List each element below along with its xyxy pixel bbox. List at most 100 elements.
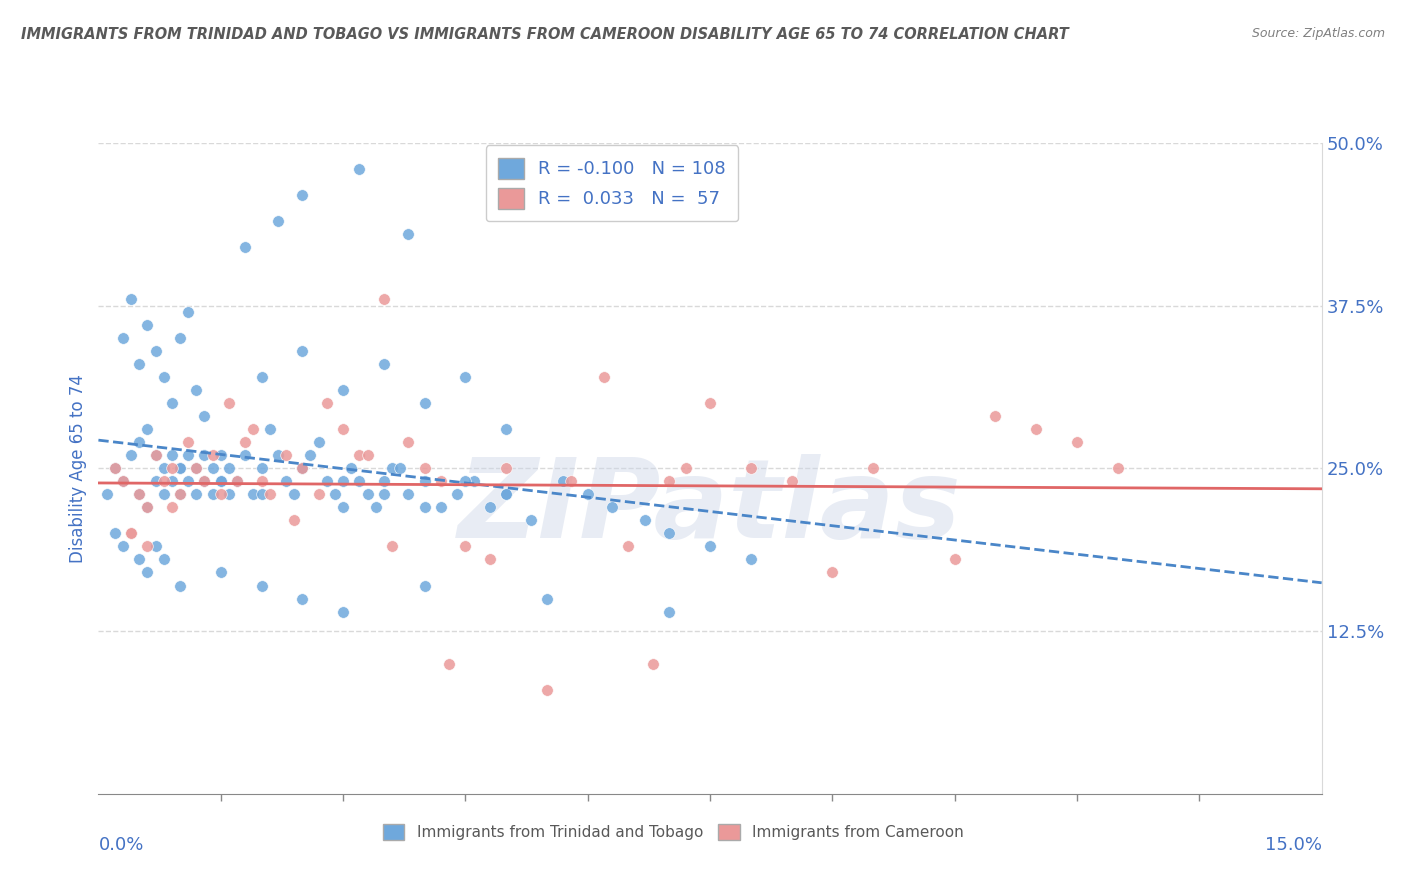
Point [658,605,681,619]
Point [413,578,436,592]
Point [128,552,150,566]
Point [364,500,387,515]
Point [780,475,803,489]
Point [259,487,281,501]
Point [437,657,460,671]
Point [291,187,314,202]
Point [136,500,159,515]
Point [349,448,371,462]
Point [145,448,167,462]
Point [186,487,208,501]
Point [291,461,314,475]
Point [446,487,468,501]
Point [617,540,640,554]
Point [373,292,395,306]
Point [193,475,215,489]
Point [145,344,167,359]
Point [576,487,599,501]
Point [209,475,232,489]
Point [136,566,159,580]
Point [250,461,273,475]
Point [373,475,395,489]
Point [186,461,208,475]
Text: IMMIGRANTS FROM TRINIDAD AND TOBAGO VS IMMIGRANTS FROM CAMEROON DISABILITY AGE 6: IMMIGRANTS FROM TRINIDAD AND TOBAGO VS I… [21,27,1069,42]
Point [96,487,118,501]
Point [169,487,191,501]
Point [332,422,354,436]
Point [111,331,134,345]
Point [413,461,436,475]
Point [478,500,501,515]
Point [356,448,378,462]
Point [201,487,224,501]
Point [332,500,354,515]
Point [152,461,174,475]
Point [193,475,215,489]
Point [233,435,256,450]
Point [454,475,477,489]
Point [413,396,436,410]
Point [186,461,208,475]
Point [560,475,582,489]
Point [332,605,354,619]
Point [177,475,200,489]
Point [413,500,436,515]
Point [308,435,330,450]
Point [332,475,354,489]
Point [454,370,477,384]
Point [943,552,966,566]
Point [291,591,314,606]
Point [152,370,174,384]
Point [177,435,200,450]
Point [136,422,159,436]
Point [536,682,558,697]
Point [104,526,127,541]
Point [128,487,150,501]
Text: 0.0%: 0.0% [98,836,143,855]
Point [675,461,697,475]
Point [160,461,183,475]
Point [128,435,150,450]
Point [600,500,623,515]
Point [120,448,142,462]
Point [862,461,884,475]
Point [634,513,657,527]
Point [242,487,264,501]
Point [373,357,395,371]
Point [218,461,240,475]
Point [274,475,297,489]
Point [1025,422,1047,436]
Point [291,461,314,475]
Point [315,475,337,489]
Point [641,657,664,671]
Point [291,461,314,475]
Point [152,552,174,566]
Point [226,475,249,489]
Point [396,435,419,450]
Point [308,487,330,501]
Point [283,513,305,527]
Point [120,526,142,541]
Point [740,552,762,566]
Point [152,487,174,501]
Point [233,240,256,254]
Point [658,475,681,489]
Point [658,526,681,541]
Point [209,448,232,462]
Point [699,396,721,410]
Legend: Immigrants from Trinidad and Tobago, Immigrants from Cameroon: Immigrants from Trinidad and Tobago, Imm… [375,817,972,848]
Point [136,318,159,332]
Point [136,540,159,554]
Point [169,487,191,501]
Point [283,487,305,501]
Point [145,448,167,462]
Point [169,461,191,475]
Point [250,487,273,501]
Point [160,396,183,410]
Point [1107,461,1129,475]
Point [593,370,616,384]
Point [201,461,224,475]
Point [201,448,224,462]
Point [111,475,134,489]
Text: 15.0%: 15.0% [1264,836,1322,855]
